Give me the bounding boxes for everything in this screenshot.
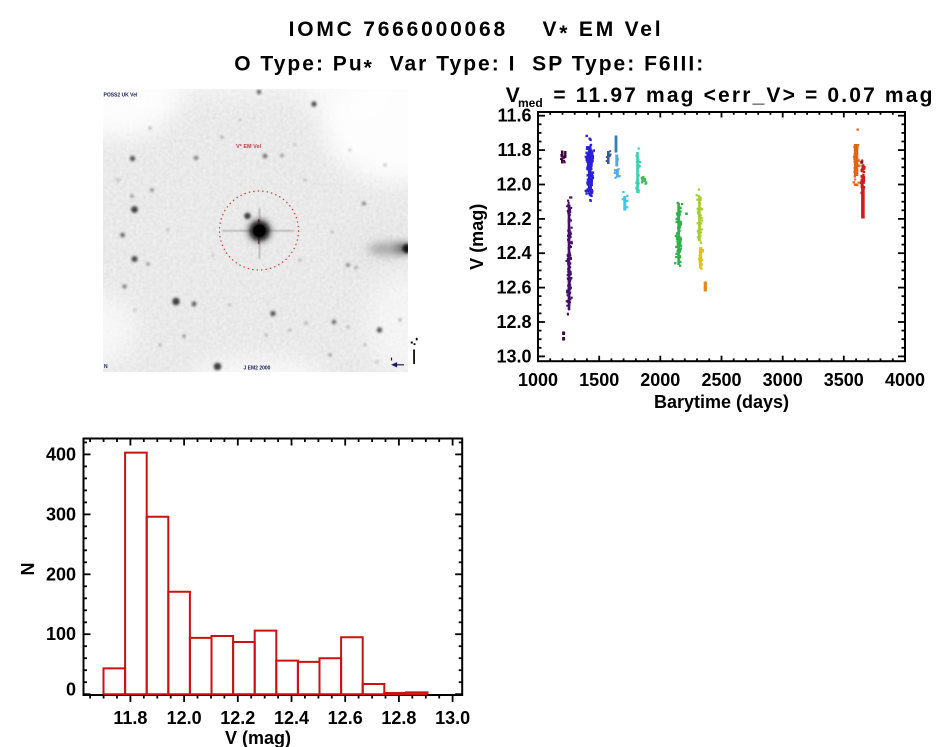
svg-text:12.0: 12.0 (496, 175, 531, 195)
svg-text:N: N (104, 364, 108, 370)
svg-text:300: 300 (46, 504, 76, 524)
svg-text:3000: 3000 (763, 370, 803, 390)
svg-text:200: 200 (46, 564, 76, 584)
svg-text:12.4: 12.4 (274, 708, 309, 728)
svg-text:11.8: 11.8 (497, 140, 531, 160)
svg-text:11.8: 11.8 (113, 708, 147, 728)
svg-text:12.6: 12.6 (328, 708, 363, 728)
svg-text:V (mag): V (mag) (467, 204, 487, 270)
svg-text:IOMC 7666000068 V* EM Vel: IOMC 7666000068 V * EM Vel (289, 18, 661, 45)
svg-text:12.4: 12.4 (496, 243, 531, 263)
svg-text:12.8: 12.8 (496, 312, 531, 332)
svg-text:0: 0 (66, 680, 76, 700)
svg-text:12.6: 12.6 (496, 278, 531, 298)
svg-text:13.0: 13.0 (435, 708, 470, 728)
svg-text:12.2: 12.2 (496, 209, 531, 229)
svg-text:POSS2 UK Vel: POSS2 UK Vel (104, 93, 139, 99)
svg-text:V (mag): V (mag) (225, 728, 291, 747)
svg-text:12.8: 12.8 (381, 708, 416, 728)
svg-text:12.2: 12.2 (220, 708, 255, 728)
svg-text:Barytime (days): Barytime (days) (654, 392, 789, 412)
svg-text:1000: 1000 (518, 370, 558, 390)
svg-text:med: med (518, 96, 543, 110)
svg-text:4000: 4000 (885, 370, 925, 390)
svg-text:400: 400 (46, 444, 76, 464)
svg-text:2000: 2000 (640, 370, 680, 390)
svg-text:100: 100 (46, 624, 76, 644)
svg-text:N: N (18, 563, 38, 576)
svg-text:O Type: Pu* Var Type: I SP T: O Type: Pu* Var Type: I SP Type: F6III: (234, 53, 703, 80)
svg-text:V: V (506, 84, 520, 107)
svg-text:V* EM Vel: V* EM Vel (236, 144, 262, 150)
svg-text:3500: 3500 (824, 370, 864, 390)
svg-text:= 11.97 mag <err_V> = 0.07 mag: = 11.97 mag <err_V> = 0.07 mag (553, 84, 932, 107)
svg-text:13.0: 13.0 (496, 346, 531, 366)
svg-text:11.6: 11.6 (497, 106, 531, 126)
svg-text:2500: 2500 (701, 370, 741, 390)
svg-text:12.0: 12.0 (167, 708, 202, 728)
svg-text:J EM2 2000: J EM2 2000 (244, 366, 271, 372)
svg-text:1500: 1500 (579, 370, 619, 390)
